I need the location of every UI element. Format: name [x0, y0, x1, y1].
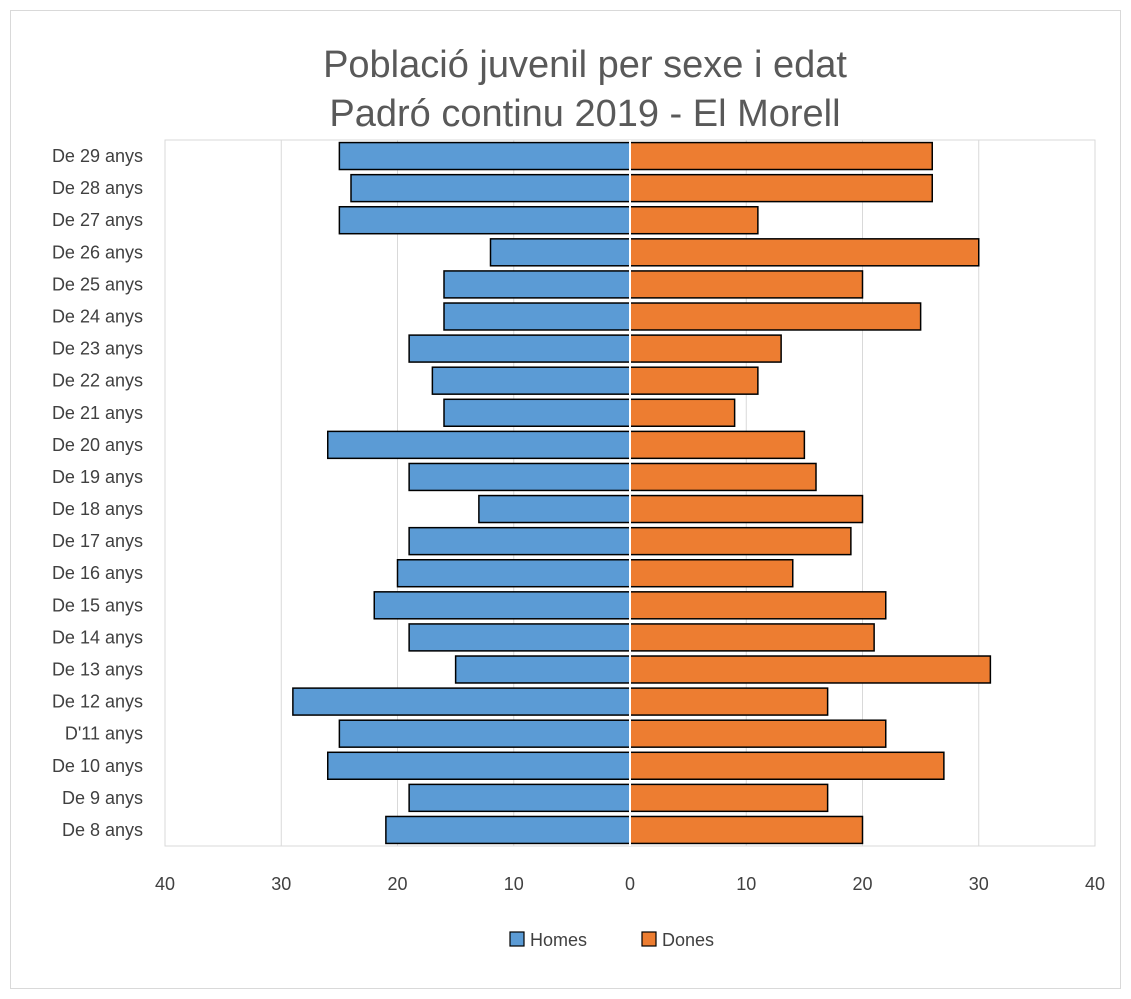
x-tick-label: 20 [387, 874, 407, 894]
bar-homes [408, 462, 631, 492]
chart-title-line-1: Població juvenil per sexe i edat [323, 44, 847, 86]
bar-dones [629, 655, 992, 684]
bar-dones [629, 270, 864, 299]
bar-dones [629, 751, 945, 781]
chart-title: Població juvenil per sexe i edat Padró co… [323, 44, 847, 135]
bar-homes [443, 398, 631, 428]
category-label: De 17 anys [52, 531, 143, 551]
bar-dones [629, 815, 864, 845]
category-label: De 28 anys [52, 178, 143, 198]
category-label: De 19 anys [52, 467, 143, 487]
category-label: De 12 anys [52, 692, 143, 712]
category-label: De 15 anys [52, 595, 143, 615]
legend: Homes Dones [509, 930, 714, 950]
category-label: De 8 anys [62, 820, 143, 840]
bar-homes [408, 526, 631, 556]
bar-homes [408, 623, 631, 652]
legend-label-homes: Homes [530, 930, 587, 950]
bar-dones [629, 687, 829, 716]
bar-dones [629, 430, 806, 460]
bars [292, 140, 992, 846]
category-label: De 16 anys [52, 563, 143, 583]
bar-dones [629, 238, 980, 267]
bar-dones [629, 173, 933, 203]
category-label: De 22 anys [52, 371, 143, 391]
bar-dones [629, 334, 782, 363]
category-label: De 20 anys [52, 435, 143, 455]
bar-homes [338, 719, 631, 748]
category-label: De 27 anys [52, 210, 143, 230]
legend-swatch-homes [509, 931, 525, 947]
legend-label-dones: Dones [662, 930, 714, 950]
bar-homes [431, 366, 631, 395]
bar-homes [373, 591, 631, 620]
x-tick-label: 10 [736, 874, 756, 894]
bar-dones [629, 591, 887, 620]
x-tick-label: 40 [155, 874, 175, 894]
category-label: De 25 anys [52, 274, 143, 294]
bar-dones [629, 783, 829, 813]
bar-homes [396, 558, 631, 588]
category-label: De 10 anys [52, 756, 143, 776]
bar-dones [629, 141, 933, 171]
x-tick-label: 0 [625, 874, 635, 894]
bar-dones [629, 205, 759, 235]
x-tick-label: 40 [1085, 874, 1105, 894]
bar-dones [629, 526, 852, 556]
category-label: D'11 anys [65, 724, 143, 744]
x-tick-label: 10 [504, 874, 524, 894]
category-axis-labels: De 29 anys De 28 anys De 27 anys De 26 anys… [52, 146, 143, 840]
bar-homes [443, 270, 631, 299]
chart-title-line-2: Padró continu 2019 - El Morell [329, 93, 840, 135]
value-axis-labels: 40 30 20 10 0 10 20 30 40 [155, 874, 1105, 894]
legend-swatch-dones [641, 931, 657, 947]
bar-homes [454, 655, 631, 684]
bar-homes [327, 751, 631, 781]
bar-dones [629, 302, 922, 331]
bar-homes [338, 141, 631, 171]
bar-homes [489, 238, 631, 267]
bar-dones [629, 398, 736, 428]
category-label: De 26 anys [52, 242, 143, 262]
bar-homes [338, 205, 631, 235]
category-label: De 18 anys [52, 499, 143, 519]
bar-dones [629, 558, 794, 588]
category-label: De 24 anys [52, 307, 143, 327]
bar-homes [385, 815, 631, 845]
bar-dones [629, 462, 817, 492]
bar-dones [629, 719, 887, 748]
bar-homes [443, 302, 631, 331]
bar-homes [350, 173, 631, 203]
category-label: De 13 anys [52, 660, 143, 680]
bar-homes [327, 430, 631, 460]
bar-dones [629, 366, 759, 395]
category-label: De 21 anys [52, 403, 143, 423]
x-tick-label: 30 [271, 874, 291, 894]
category-label: De 14 anys [52, 627, 143, 647]
x-tick-label: 30 [969, 874, 989, 894]
bar-homes [478, 494, 631, 524]
category-label: De 29 anys [52, 146, 143, 166]
bar-dones [629, 494, 864, 524]
bar-homes [408, 334, 631, 363]
category-label: De 23 anys [52, 339, 143, 359]
category-label: De 9 anys [62, 788, 143, 808]
x-tick-label: 20 [852, 874, 872, 894]
bar-dones [629, 623, 875, 652]
bar-homes [408, 783, 631, 813]
bar-homes [292, 687, 631, 716]
